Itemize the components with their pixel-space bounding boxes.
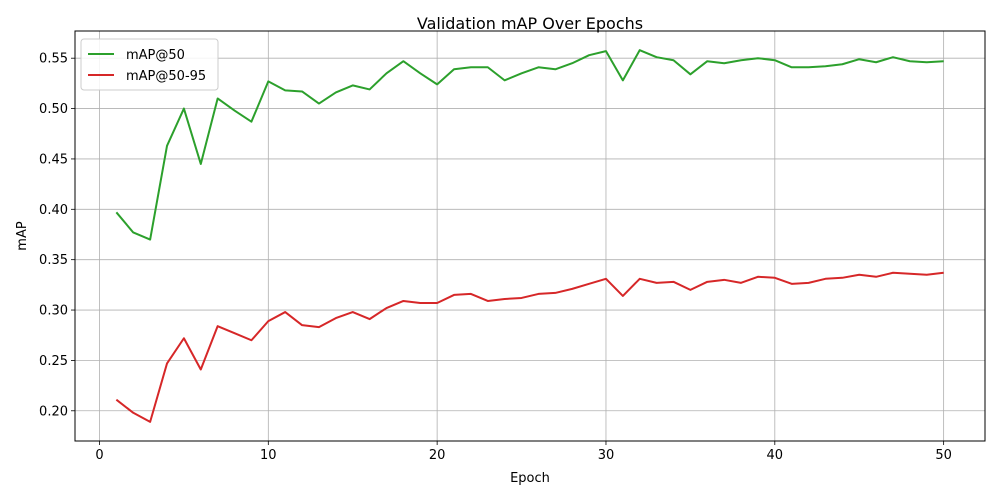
y-tick-label: 0.40 bbox=[39, 203, 68, 218]
y-tick-label: 0.20 bbox=[39, 404, 68, 419]
x-tick-label: 20 bbox=[429, 448, 446, 463]
legend-box bbox=[80, 38, 219, 91]
x-tick-label: 10 bbox=[260, 448, 277, 463]
legend: mAP@50 mAP@50-95 bbox=[80, 38, 219, 91]
legend-label-map50-95: mAP@50-95 bbox=[126, 69, 206, 84]
x-axis-label: Epoch bbox=[510, 471, 550, 486]
y-tick-label: 0.35 bbox=[39, 253, 68, 268]
series-line-map-50 bbox=[115, 49, 944, 241]
y-tick-label: 0.45 bbox=[39, 152, 68, 167]
series-line-map-50-95 bbox=[115, 271, 944, 423]
y-tick-label: 0.55 bbox=[39, 52, 68, 67]
legend-label-map50: mAP@50 bbox=[126, 48, 185, 63]
y-axis-label: mAP bbox=[15, 221, 30, 251]
plot-frame bbox=[74, 30, 986, 442]
x-tick-label: 50 bbox=[935, 448, 952, 463]
x-tick-label: 40 bbox=[767, 448, 784, 463]
y-tick-label: 0.50 bbox=[39, 102, 68, 117]
y-tick-label: 0.30 bbox=[39, 304, 68, 319]
x-tick-label: 0 bbox=[95, 448, 103, 463]
grid-lines bbox=[75, 31, 985, 441]
series-lines bbox=[115, 49, 944, 423]
chart-title: Validation mAP Over Epochs bbox=[417, 14, 643, 33]
x-tick-label: 30 bbox=[598, 448, 615, 463]
y-tick-label: 0.25 bbox=[39, 354, 68, 369]
axis-ticks: 0 10 20 30 40 50 0.20 0.25 0.30 0.35 0.40 0.45 0.50 0… bbox=[39, 52, 952, 463]
